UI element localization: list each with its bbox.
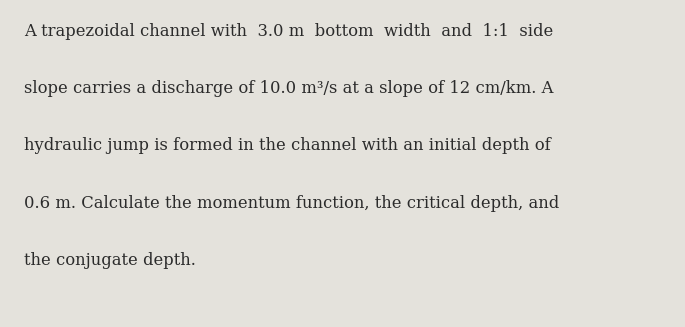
Text: hydraulic jump is formed in the channel with an initial depth of: hydraulic jump is formed in the channel … — [24, 137, 551, 154]
Text: slope carries a discharge of 10.0 m³/s at a slope of 12 cm/km. A: slope carries a discharge of 10.0 m³/s a… — [24, 80, 553, 97]
Text: 0.6 m. Calculate the momentum function, the critical depth, and: 0.6 m. Calculate the momentum function, … — [24, 195, 559, 212]
Text: A trapezoidal channel with  3.0 m  bottom  width  and  1:1  side: A trapezoidal channel with 3.0 m bottom … — [24, 23, 553, 40]
Text: the conjugate depth.: the conjugate depth. — [24, 252, 196, 269]
